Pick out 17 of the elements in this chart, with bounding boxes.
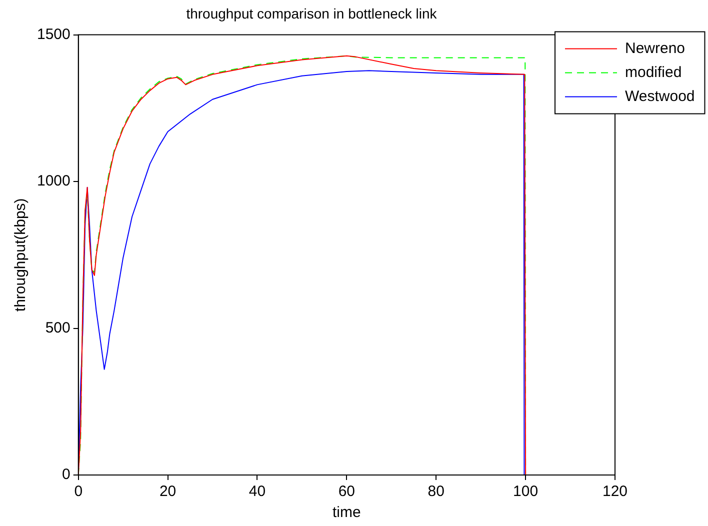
legend-label: Westwood <box>625 88 695 105</box>
x-axis-title: time <box>332 504 361 522</box>
x-tick-label: 40 <box>248 483 266 500</box>
x-tick-label: 20 <box>159 483 176 500</box>
x-tick-label: 60 <box>338 483 356 500</box>
y-tick-label: 0 <box>62 466 70 484</box>
legend-label: Newreno <box>625 40 686 57</box>
x-tick-label: 100 <box>513 483 538 500</box>
x-tick-label: 0 <box>74 483 83 500</box>
x-tick-label: 120 <box>602 483 628 500</box>
y-tick-label: 1500 <box>36 26 70 43</box>
x-tick-label: 80 <box>428 483 444 500</box>
y-axis-title: throughput(kbps) <box>12 198 30 312</box>
y-tick-label: 1000 <box>36 172 70 190</box>
legend-label: modified <box>625 64 682 81</box>
y-tick-label: 500 <box>45 319 70 336</box>
chart-title: throughput comparison in bottleneck link <box>186 5 438 22</box>
